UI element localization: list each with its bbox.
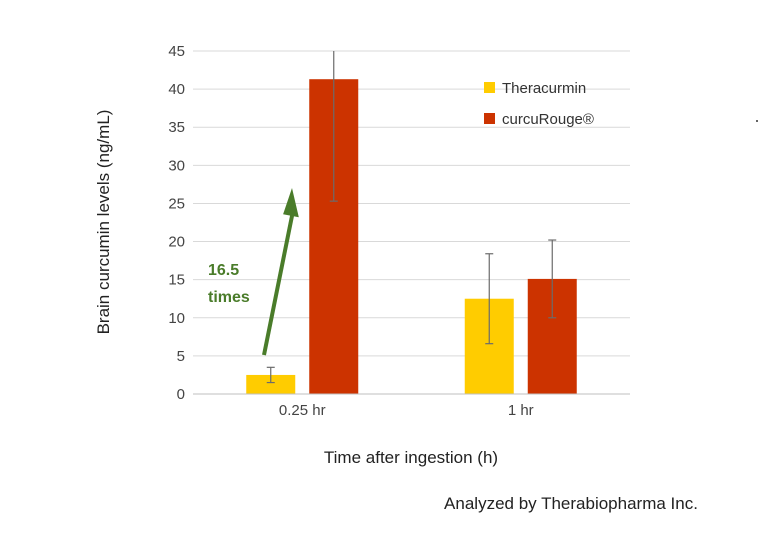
x-axis-categories: 0.25 hr 1 hr [279, 402, 534, 419]
legend-swatch-curcurouge [484, 113, 495, 124]
annotation-arrow-line [262, 205, 296, 356]
bars [246, 79, 577, 395]
annotation-text-line1: 16.5 [208, 262, 239, 279]
y-tick-label: 45 [168, 43, 185, 60]
legend: Theracurmin curcuRouge® [484, 80, 594, 128]
annotation-arrow [262, 188, 299, 356]
gridlines [193, 50, 630, 357]
y-tick-label: 30 [168, 157, 185, 174]
x-axis-title: Time after ingestion (h) [324, 448, 498, 467]
stray-dot [756, 120, 758, 122]
bar [246, 374, 296, 394]
annotation-text-line2: times [208, 289, 250, 306]
error-bars [266, 51, 557, 384]
annotation-arrow-head [283, 188, 299, 218]
legend-label-theracurmin: Theracurmin [502, 80, 586, 97]
y-axis-ticks: 0 5 10 15 20 25 30 35 40 45 [168, 43, 185, 403]
legend-swatch-theracurmin [484, 82, 495, 93]
y-tick-label: 35 [168, 119, 185, 136]
y-tick-label: 0 [177, 386, 185, 403]
y-tick-label: 20 [168, 234, 185, 251]
x-category-label: 0.25 hr [279, 402, 326, 419]
x-category-label: 1 hr [508, 402, 534, 419]
y-tick-label: 40 [168, 81, 185, 98]
y-axis-title: Brain curcumin levels (ng/mL) [94, 110, 113, 335]
y-tick-label: 5 [177, 348, 185, 365]
legend-label-curcurouge: curcuRouge® [502, 111, 594, 128]
y-tick-label: 15 [168, 272, 185, 289]
credit-text: Analyzed by Therabiopharma Inc. [444, 494, 698, 513]
y-tick-label: 10 [168, 310, 185, 327]
y-tick-label: 25 [168, 195, 185, 212]
